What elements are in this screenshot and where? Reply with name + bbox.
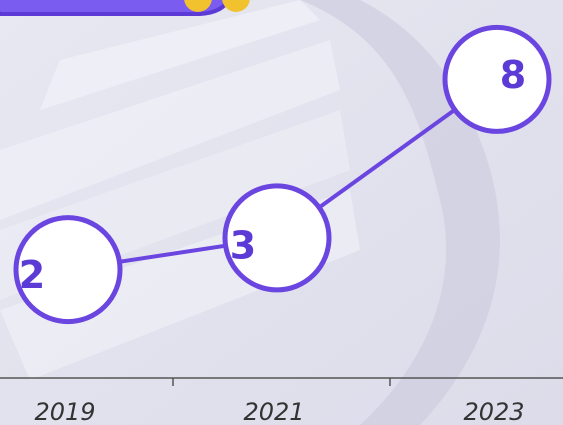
decor-dot (184, 0, 212, 12)
data-label: 3 (230, 223, 256, 267)
x-tick-label: 2019 (34, 398, 95, 425)
data-label: 2 (19, 253, 45, 297)
x-tick-label: 2023 (463, 398, 524, 425)
data-label: 8 (500, 53, 526, 97)
decor-pill (0, 0, 231, 16)
point (222, 183, 332, 293)
x-tick-label: 2021 (243, 398, 304, 425)
point (13, 215, 123, 325)
decor-dot (222, 0, 250, 12)
point (442, 24, 552, 134)
